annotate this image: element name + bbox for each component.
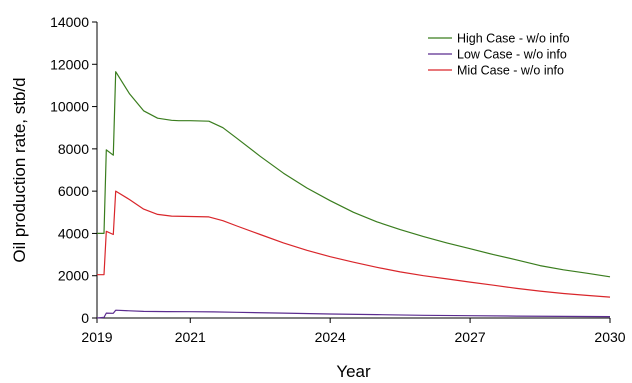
legend-label: Mid Case - w/o info [457,64,564,78]
y-tick-label: 2000 [58,268,89,284]
y-tick-label: 14000 [50,14,89,30]
series-line-3 [97,190,611,298]
axes: 0 2000 4000 6000 8000 10000 12000 14000 2019 202… [50,14,626,345]
x-tick-label: 2019 [81,329,112,345]
x-tick-label: 2030 [594,329,625,345]
y-tick-label: 4000 [58,225,89,241]
series-line-1 [97,71,611,278]
y-axis-title: Oil production rate, stb/d [10,77,29,262]
x-tick-label: 2024 [315,329,346,345]
y-tick-label: 12000 [50,56,89,72]
legend: High Case - w/o info Low Case - w/o info M… [428,32,570,78]
legend-label: Low Case - w/o info [457,48,567,62]
series-line-2 [96,309,611,319]
x-ticks: 2019 2021 2024 2027 2030 [81,318,626,345]
y-tick-label: 10000 [50,99,89,115]
y-tick-label: 0 [81,310,89,326]
y-ticks: 0 2000 4000 6000 8000 10000 12000 14000 [50,14,97,326]
legend-label: High Case - w/o info [457,32,570,46]
x-tick-label: 2027 [455,329,486,345]
x-tick-label: 2021 [175,329,206,345]
y-tick-label: 6000 [58,183,89,199]
y-tick-label: 8000 [58,141,89,157]
x-axis-title: Year [336,362,371,381]
plot-lines [96,71,611,319]
